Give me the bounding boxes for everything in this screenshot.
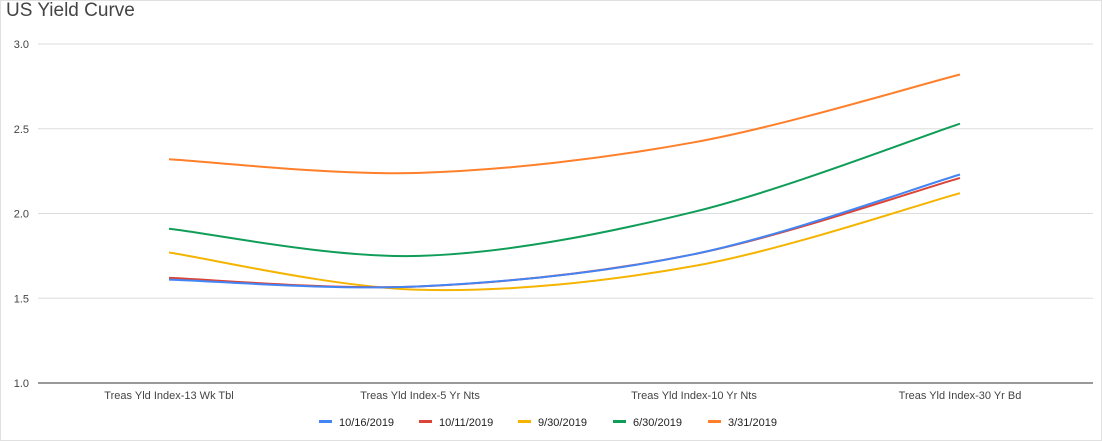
gridlines <box>38 43 1093 384</box>
legend-item[interactable]: 9/30/2019 <box>518 417 587 429</box>
y-tick-label: 1.5 <box>14 293 29 305</box>
legend-swatch <box>419 420 432 423</box>
legend-label: 10/16/2019 <box>339 417 394 429</box>
legend-label: 10/11/2019 <box>439 417 493 429</box>
legend-label: 9/30/2019 <box>538 417 587 429</box>
x-tick-label: Treas Yld Index-13 Wk Tbl <box>104 390 233 402</box>
series-line <box>168 176 961 289</box>
legend-item[interactable]: 3/31/2019 <box>708 417 777 429</box>
legend[interactable]: 10/16/2019 10/11/2019 9/30/2019 6/30/2019 3/… <box>319 417 777 429</box>
series-line <box>168 73 961 175</box>
legend-item[interactable]: 6/30/2019 <box>613 417 682 429</box>
legend-item[interactable]: 10/11/2019 <box>419 417 493 429</box>
legend-swatch <box>319 420 332 423</box>
legend-swatch <box>708 420 721 423</box>
series-line <box>168 192 961 292</box>
legend-label: 3/31/2019 <box>728 417 777 429</box>
legend-swatch <box>518 420 531 423</box>
y-tick-label: 2.5 <box>14 124 29 136</box>
x-axis-labels: Treas Yld Index-13 Wk Tbl Treas Yld Index… <box>104 390 1021 402</box>
legend-item[interactable]: 10/16/2019 <box>319 417 394 429</box>
legend-swatch <box>613 420 626 423</box>
chart-title: US Yield Curve <box>6 0 135 21</box>
y-tick-label: 2.0 <box>14 209 29 221</box>
series-lines <box>168 73 961 292</box>
x-tick-label: Treas Yld Index-10 Yr Nts <box>631 390 757 402</box>
series-line <box>168 122 961 258</box>
y-axis-labels: 1.0 1.5 2.0 2.5 3.0 <box>14 39 29 390</box>
legend-label: 6/30/2019 <box>633 417 682 429</box>
x-tick-label: Treas Yld Index-30 Yr Bd <box>899 390 1022 402</box>
y-tick-label: 1.0 <box>14 378 29 390</box>
x-tick-label: Treas Yld Index-5 Yr Nts <box>360 390 480 402</box>
series-line <box>168 173 961 289</box>
y-tick-label: 3.0 <box>14 39 29 51</box>
